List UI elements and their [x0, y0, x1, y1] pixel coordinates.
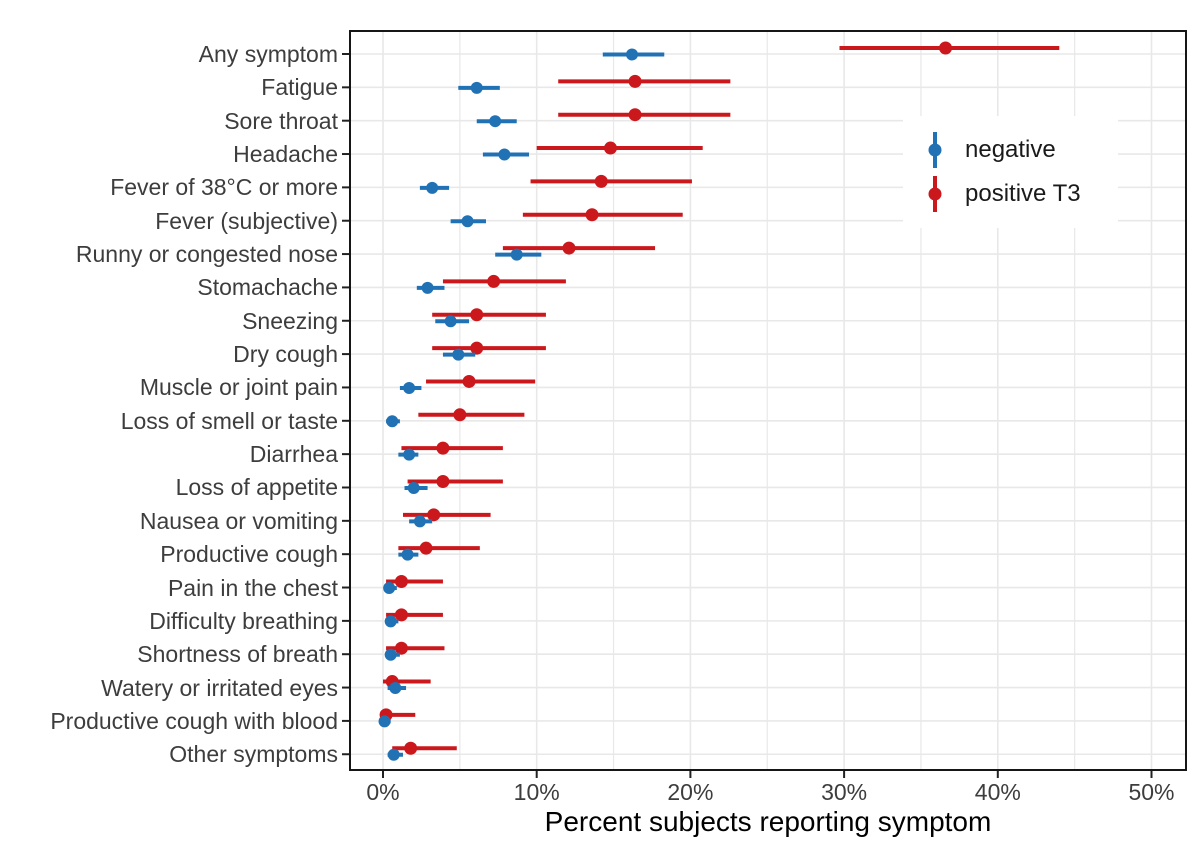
point-negative: [470, 81, 483, 94]
point-negative: [625, 48, 638, 61]
x-axis-tick-label: 20%: [667, 779, 714, 805]
point-positive-t3: [470, 341, 484, 355]
point-negative: [401, 548, 414, 561]
point-negative: [421, 281, 434, 294]
legend-pointrange-icon: [928, 176, 942, 212]
legend-label: positive T3: [965, 180, 1081, 207]
y-axis-label: Any symptom: [198, 41, 338, 67]
point-negative: [413, 515, 426, 528]
point-negative: [407, 481, 420, 494]
legend-item: negative: [927, 128, 1118, 172]
point-negative: [489, 115, 502, 128]
point-negative: [444, 315, 457, 328]
legend-pointrange-icon: [928, 132, 942, 168]
legend-key-point: [928, 143, 942, 157]
point-negative: [452, 348, 465, 361]
point-positive-t3: [436, 474, 450, 488]
y-axis-label: Other symptoms: [169, 741, 338, 768]
legend-item: positive T3: [927, 172, 1118, 216]
y-axis-label: Pain in the chest: [167, 574, 338, 601]
legend: negative positive T3: [903, 116, 1118, 228]
point-negative: [403, 448, 416, 461]
y-axis-label: Diarrhea: [249, 441, 338, 468]
y-axis-label: Sneezing: [242, 307, 338, 334]
x-axis-tick-label: 0%: [366, 779, 400, 805]
point-negative: [383, 582, 396, 595]
point-negative: [378, 715, 391, 728]
point-negative: [461, 215, 474, 228]
point-positive-t3: [939, 41, 953, 55]
point-positive-t3: [628, 74, 642, 88]
y-axis-label: Shortness of breath: [137, 641, 338, 668]
point-negative: [384, 648, 397, 661]
y-axis-label: Fever of 38°C or more: [110, 174, 338, 201]
point-negative: [389, 682, 402, 695]
y-axis-label: Loss of smell or taste: [120, 407, 338, 434]
panel-border: [349, 30, 1187, 771]
point-positive-t3: [404, 741, 418, 755]
point-positive-t3: [487, 274, 501, 288]
y-axis-label: Loss of appetite: [175, 474, 338, 501]
y-axis-label: Fever (subjective): [155, 207, 338, 234]
y-axis-label: Difficulty breathing: [149, 607, 338, 634]
point-positive-t3: [427, 508, 441, 522]
y-axis-label: Runny or congested nose: [75, 241, 338, 268]
point-positive-t3: [394, 575, 408, 589]
point-positive-t3: [394, 608, 408, 622]
point-positive-t3: [594, 174, 608, 188]
point-positive-t3: [453, 408, 467, 422]
point-positive-t3: [562, 241, 576, 255]
y-axis-label: Headache: [233, 141, 338, 168]
legend-label: negative: [965, 136, 1056, 163]
x-axis-title: Percent subjects reporting symptom: [544, 806, 992, 837]
x-axis-tick-label: 50%: [1128, 779, 1175, 805]
point-negative: [384, 615, 397, 628]
point-positive-t3: [394, 641, 408, 655]
point-positive-t3: [603, 141, 617, 155]
point-negative: [510, 248, 523, 261]
y-axis-label: Fatigue: [261, 74, 338, 101]
point-positive-t3: [462, 374, 476, 388]
y-axis-label: Dry cough: [233, 341, 338, 368]
y-axis-label: Muscle or joint pain: [139, 374, 338, 401]
y-axis-label: Productive cough with blood: [50, 707, 338, 734]
point-positive-t3: [628, 108, 642, 122]
point-negative: [426, 181, 439, 194]
y-axis-label: Stomachache: [197, 274, 338, 301]
point-negative: [403, 381, 416, 394]
legend-key-point: [928, 187, 942, 201]
y-axis-label: Watery or irritated eyes: [101, 674, 338, 701]
point-positive-t3: [470, 308, 484, 322]
point-positive-t3: [436, 441, 450, 455]
y-axis-label: Sore throat: [224, 107, 338, 134]
point-positive-t3: [419, 541, 433, 555]
x-axis-tick-label: 30%: [821, 779, 868, 805]
point-negative: [387, 748, 400, 761]
x-axis-tick-label: 40%: [974, 779, 1021, 805]
point-positive-t3: [585, 208, 599, 222]
y-axis-label: Productive cough: [160, 541, 338, 568]
point-negative: [498, 148, 511, 161]
point-negative: [386, 415, 399, 428]
y-axis-label: Nausea or vomiting: [139, 507, 338, 534]
x-axis-tick-label: 10%: [513, 779, 560, 805]
